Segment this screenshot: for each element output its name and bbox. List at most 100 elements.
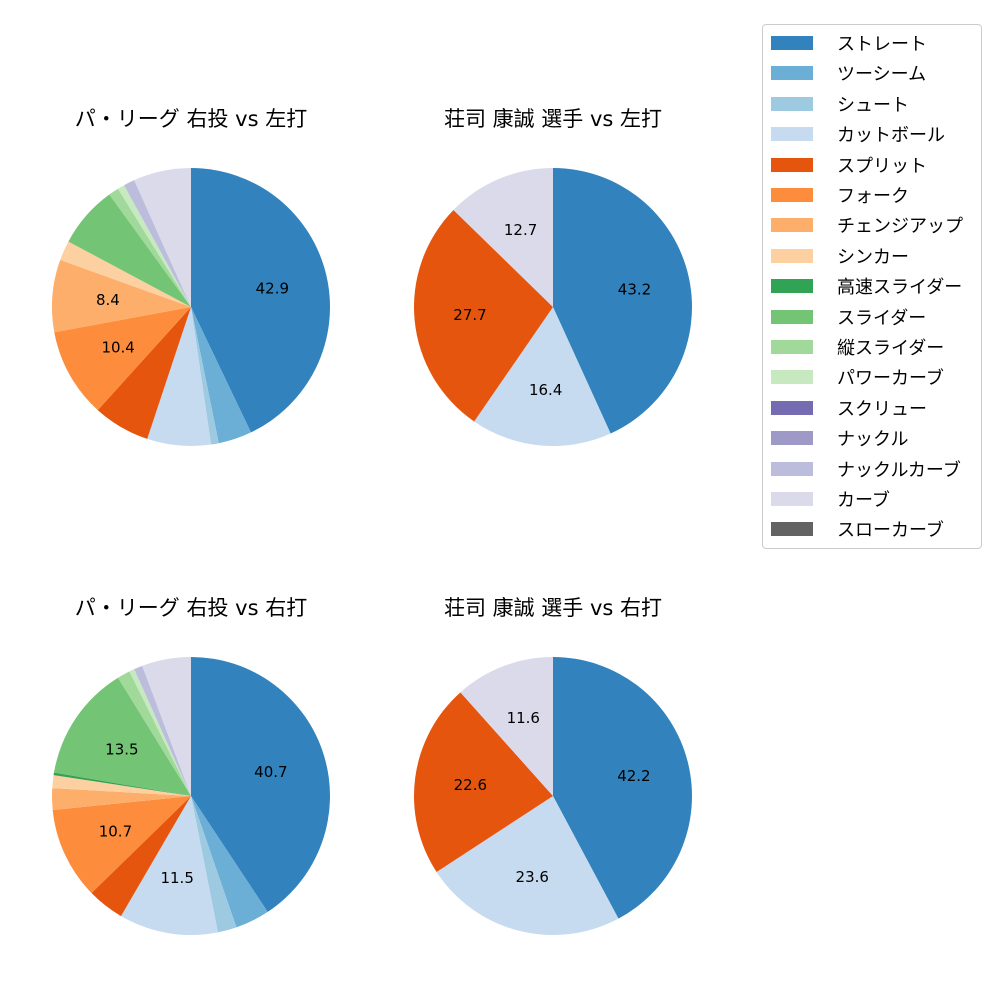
pie-slice xyxy=(553,168,692,434)
legend-item: チェンジアップ xyxy=(771,215,963,237)
legend-label: パワーカーブ xyxy=(837,368,944,390)
chart-title-player-vs-right: 荘司 康誠 選手 vs 右打 xyxy=(443,596,663,620)
legend-swatch xyxy=(771,522,813,537)
pie-slice xyxy=(191,307,251,444)
legend-item: フォーク xyxy=(771,185,909,207)
pie-slice xyxy=(109,188,191,307)
pie-slice xyxy=(60,241,191,307)
legend-item: スクリュー xyxy=(771,398,927,420)
legend-label: 縦スライダー xyxy=(837,338,945,359)
pie-slice xyxy=(191,657,330,912)
pie-value-label: 43.2 xyxy=(618,280,651,298)
pie-value-label: 11.6 xyxy=(507,709,540,727)
pie-slice xyxy=(118,671,191,796)
legend-item: 縦スライダー xyxy=(771,337,945,359)
legend-label: スプリット xyxy=(837,155,927,177)
legend-label: ストレート xyxy=(837,34,927,55)
pie-slice xyxy=(453,168,553,307)
pie-slice xyxy=(147,307,212,447)
legend-swatch xyxy=(771,492,813,506)
legend-item: シュート xyxy=(771,94,909,116)
pie-slice xyxy=(553,657,692,919)
pie-slice xyxy=(414,692,553,872)
pie-value-label: 42.9 xyxy=(256,280,289,298)
legend-item: スローカーブ xyxy=(771,519,944,542)
legend-swatch xyxy=(771,36,813,50)
legend-item: ツーシーム xyxy=(771,63,927,86)
pie-slice xyxy=(142,657,191,796)
legend-item: 高速スライダー xyxy=(771,276,963,299)
pie-value-label: 16.4 xyxy=(529,381,562,399)
legend-item: パワーカーブ xyxy=(771,367,944,390)
legend-swatch xyxy=(771,96,813,111)
legend-swatch xyxy=(771,461,813,476)
legend-item: ストレート xyxy=(771,33,927,55)
legend-label: ナックルカーブ xyxy=(837,459,961,481)
legend: ストレートツーシームシュートカットボール スプリットフォークチェンジアップシンカー… xyxy=(762,24,982,549)
pie-slice xyxy=(191,796,237,933)
pie-value-label: 10.7 xyxy=(99,822,132,840)
pie-value-label: 27.7 xyxy=(453,306,486,324)
pie-slice xyxy=(413,209,553,422)
pie-value-label: 22.6 xyxy=(454,776,487,794)
pie-value-label: 10.4 xyxy=(101,339,134,357)
pie-slice xyxy=(91,796,191,917)
legend-label: カーブ xyxy=(837,490,890,511)
pie-slice xyxy=(118,185,191,307)
legend-item: スライダー xyxy=(771,307,927,329)
chart-title-league-vs-right: パ・リーグ 右投 vs 右打 xyxy=(74,596,308,620)
pie-slice xyxy=(97,307,191,439)
legend-swatch xyxy=(771,340,813,354)
legend-swatch xyxy=(771,248,813,263)
pie-value-label: 23.6 xyxy=(516,868,549,886)
legend-item: スプリット xyxy=(771,155,927,177)
legend-swatch xyxy=(771,370,813,385)
legend-item: シンカー xyxy=(771,246,909,268)
pie-slice xyxy=(134,168,191,307)
legend-swatch xyxy=(771,127,813,142)
chart-title-league-vs-left: パ・リーグ 右投 vs 左打 xyxy=(74,107,308,131)
pie-slice xyxy=(51,259,191,333)
legend-label: フォーク xyxy=(837,186,909,207)
pie-slice xyxy=(124,180,191,307)
pie-slice xyxy=(191,168,331,433)
legend-swatch xyxy=(771,309,813,324)
pie-slice xyxy=(53,772,191,796)
legend-swatch xyxy=(771,279,813,294)
legend-swatch xyxy=(771,188,813,202)
legend-swatch xyxy=(771,431,813,446)
legend-item: ナックル xyxy=(771,428,909,451)
pie-value-label: 42.2 xyxy=(617,767,650,785)
pie-value-label: 12.7 xyxy=(504,221,537,239)
legend-swatch xyxy=(771,66,813,81)
pie-slice xyxy=(53,677,192,796)
pie-slice xyxy=(52,775,191,796)
legend-label: ナックル xyxy=(837,429,909,451)
legend-label: ツーシーム xyxy=(837,64,927,86)
legend-label: シンカー xyxy=(837,246,909,268)
pie-slice xyxy=(120,796,218,936)
legend-label: スライダー xyxy=(837,307,927,329)
legend-item: ナックルカーブ xyxy=(771,459,961,481)
chart-title-player-vs-left: 荘司 康誠 選手 vs 左打 xyxy=(443,107,663,131)
pie-value-label: 13.5 xyxy=(105,740,138,758)
legend-label: スローカーブ xyxy=(837,520,944,542)
legend-label: スクリュー xyxy=(837,398,927,420)
pie-slice xyxy=(134,665,191,796)
pie-slice xyxy=(460,657,553,796)
legend-item: カットボール xyxy=(771,124,945,147)
pie-slice xyxy=(51,788,191,810)
legend-label: カットボール xyxy=(837,125,945,147)
pie-slice xyxy=(474,307,611,446)
legend-swatch xyxy=(771,218,813,233)
pie-slice xyxy=(129,669,191,796)
pie-slice xyxy=(68,194,191,307)
legend-item: カーブ xyxy=(771,489,890,511)
pie-value-label: 8.4 xyxy=(96,291,120,309)
legend-label: 高速スライダー xyxy=(837,277,963,299)
pie-slice xyxy=(54,307,191,411)
legend-swatch xyxy=(771,157,813,172)
